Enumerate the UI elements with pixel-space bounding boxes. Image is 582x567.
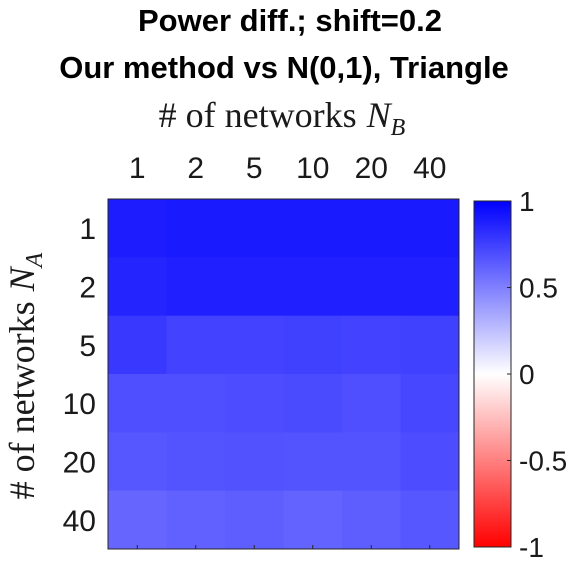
x-axis-label-sub: B	[391, 115, 406, 141]
x-tick-label: 10	[296, 152, 329, 185]
heatmap-cell	[225, 199, 284, 258]
x-axis-label: # of networks NB	[159, 95, 406, 141]
heatmap-cell	[400, 490, 460, 550]
x-tick-label: 5	[246, 152, 263, 185]
x-axis-label-var: N	[366, 95, 393, 135]
y-axis-label: # of networks NA	[2, 252, 48, 499]
heatmap-cell	[166, 432, 226, 492]
colorbar-tick-label: -1	[519, 532, 544, 563]
heatmap-cell	[225, 315, 284, 375]
heatmap-cell	[400, 199, 460, 258]
y-axis-label-text: # of networks	[2, 301, 42, 499]
heatmap-cell	[400, 257, 460, 317]
plot-frame	[107, 198, 460, 550]
y-axis-label-sub: A	[22, 252, 48, 269]
heatmap-cell	[342, 257, 401, 317]
colorbar	[473, 200, 512, 548]
heatmap-cell	[283, 257, 343, 317]
colorbar-ticks: -1 -0.5 0 0.5 1	[507, 186, 567, 563]
y-tick-label: 1	[79, 213, 96, 246]
heatmap-cell	[166, 490, 226, 550]
x-tick-labels: 1 2 5 10 20 40	[129, 152, 446, 549]
heatmap-cell	[283, 199, 343, 258]
heatmap-cell	[166, 315, 226, 375]
heatmap-cell	[342, 315, 401, 375]
colorbar-tick-label: 0	[519, 359, 535, 390]
heatmap-cell	[400, 432, 460, 492]
colorbar-tick-label: -0.5	[519, 446, 567, 477]
heatmap-cell	[283, 315, 343, 375]
x-axis-label-text: # of networks	[159, 95, 357, 135]
heatmap-cell	[166, 374, 226, 433]
heatmap-cell	[225, 374, 284, 433]
heatmap-cell	[108, 490, 167, 550]
y-tick-label: 20	[63, 447, 96, 480]
heatmap-cell	[283, 374, 343, 433]
heatmap-cell	[283, 490, 343, 550]
heatmap-cell	[283, 432, 343, 492]
heatmap-cell	[400, 374, 460, 433]
x-tick-label: 1	[129, 152, 146, 185]
heatmap-cell	[108, 432, 167, 492]
y-tick-label: 5	[79, 330, 96, 363]
chart-title-line-1: Power diff.; shift=0.2	[138, 3, 442, 38]
x-tick-label: 20	[355, 152, 388, 185]
heatmap-cells	[108, 199, 460, 550]
heatmap-cell	[108, 257, 167, 317]
y-tick-labels: 1 2 5 10 20 40	[63, 213, 96, 538]
heatmap-cell	[225, 490, 284, 550]
y-tick-label: 40	[63, 505, 96, 538]
heatmap-cell	[108, 199, 167, 258]
y-tick-label: 2	[79, 272, 96, 305]
y-axis-label-var: N	[2, 265, 42, 292]
heatmap-cell	[166, 257, 226, 317]
heatmap-cell	[342, 432, 401, 492]
heatmap-cell	[342, 374, 401, 433]
colorbar-tick-label: 1	[519, 186, 535, 217]
heatmap-cell	[342, 199, 401, 258]
heatmap-cell	[400, 315, 460, 375]
heatmap-cell	[225, 257, 284, 317]
chart-title-line-2: Our method vs N(0,1), Triangle	[59, 50, 509, 85]
x-tick-label: 40	[413, 152, 446, 185]
heatmap-cell	[166, 199, 226, 258]
heatmap-cell	[342, 490, 401, 550]
heatmap-cell	[225, 432, 284, 492]
y-tick-label: 10	[63, 388, 96, 421]
heatmap-cell	[108, 315, 167, 375]
x-tick-label: 2	[187, 152, 204, 185]
heatmap-cell	[108, 374, 167, 433]
colorbar-tick-label: 0.5	[519, 273, 558, 304]
